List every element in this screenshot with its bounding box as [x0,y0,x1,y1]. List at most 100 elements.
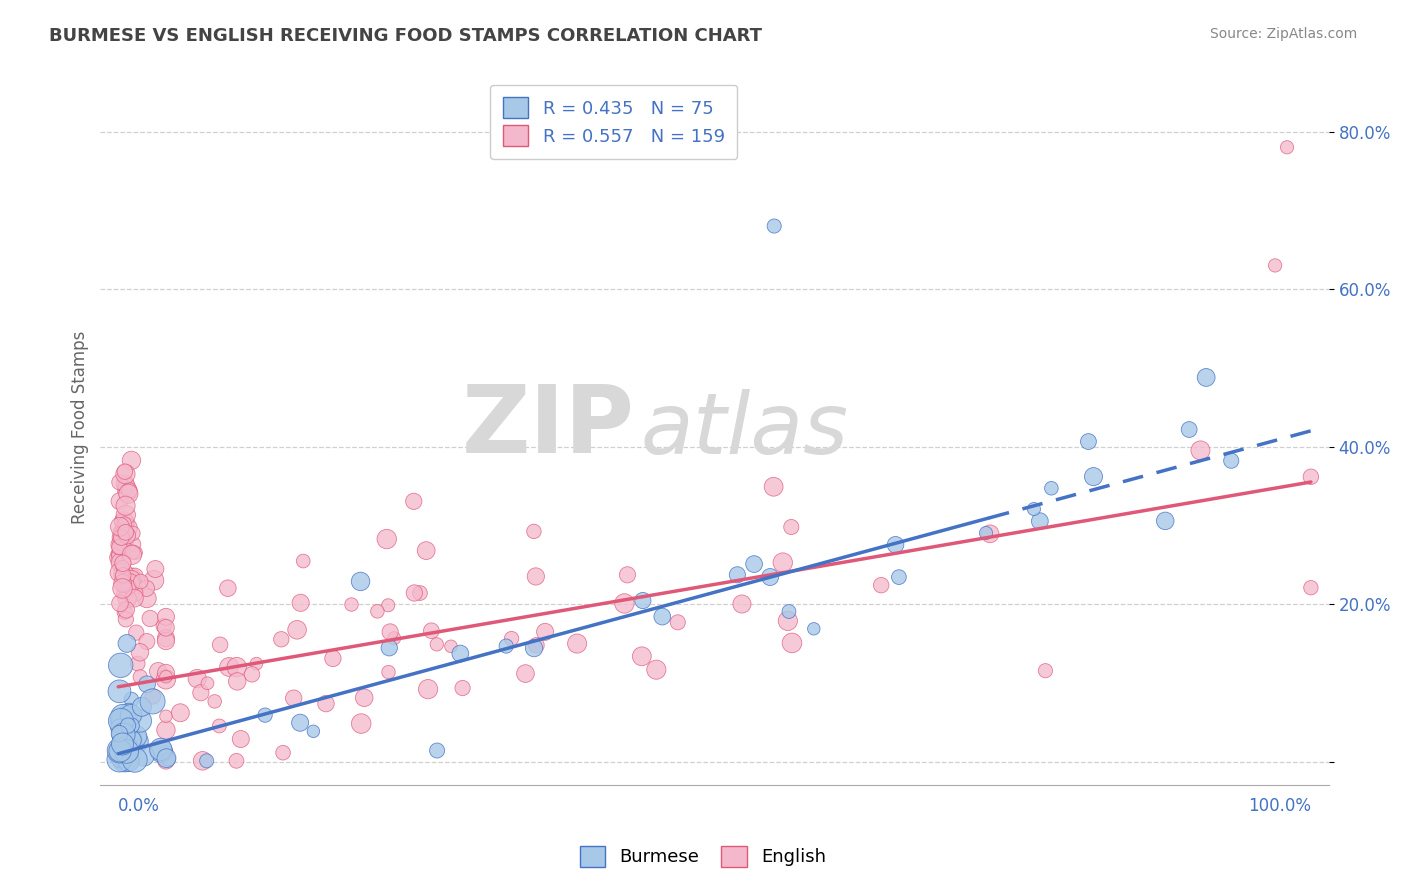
Point [125,625,148,640]
Point [1154,514,1177,528]
Point [117,754,139,768]
Point [884,538,907,552]
Point [285,623,308,637]
Point [124,591,146,606]
Point [288,715,311,730]
Point [426,637,449,651]
Point [416,682,439,697]
Point [1178,423,1201,437]
Point [131,699,153,714]
Point [1029,514,1052,528]
Point [110,658,132,673]
Text: BURMESE VS ENGLISH RECEIVING FOOD STAMPS CORRELATION CHART: BURMESE VS ENGLISH RECEIVING FOOD STAMPS… [49,27,762,45]
Point [616,567,638,582]
Point [132,748,155,763]
Point [302,724,325,739]
Point [118,706,141,720]
Point [1022,502,1045,516]
Point [197,676,219,690]
Point [108,743,131,757]
Point [1220,453,1243,467]
Point [117,487,139,501]
Point [111,523,134,537]
Point [148,664,170,678]
Point [763,219,786,233]
Point [565,636,588,650]
Point [772,556,794,570]
Point [108,541,131,555]
Point [108,547,131,561]
Point [114,577,136,591]
Point [271,746,294,760]
Point [742,557,765,571]
Point [366,604,388,618]
Point [111,570,134,584]
Point [115,636,138,650]
Point [112,526,135,541]
Point [110,744,132,758]
Point [114,467,136,482]
Point [111,753,134,767]
Text: 100.0%: 100.0% [1249,797,1310,815]
Point [190,686,212,700]
Point [651,609,673,624]
Point [762,480,785,494]
Point [114,752,136,766]
Point [155,709,177,723]
Point [283,691,305,706]
Legend: R = 0.435   N = 75, R = 0.557   N = 159: R = 0.435 N = 75, R = 0.557 N = 159 [491,85,737,159]
Point [322,651,344,665]
Point [375,532,398,546]
Point [1264,259,1286,273]
Point [108,744,131,758]
Point [515,666,537,681]
Point [887,570,910,584]
Point [114,605,136,619]
Point [155,746,177,760]
Point [122,537,145,551]
Point [292,554,315,568]
Point [426,743,449,757]
Point [155,670,177,684]
Point [1299,581,1322,595]
Point [111,525,134,540]
Point [217,581,239,595]
Point [121,548,143,562]
Point [112,710,135,724]
Point [254,708,277,723]
Point [124,586,146,600]
Point [353,690,375,705]
Point [124,569,146,583]
Point [218,660,240,674]
Point [613,596,636,610]
Point [204,694,226,708]
Point [150,744,173,758]
Point [780,636,803,650]
Point [110,748,132,763]
Point [631,593,654,607]
Point [143,574,166,588]
Point [382,632,405,646]
Point [114,465,136,479]
Point [115,742,138,756]
Point [115,591,138,606]
Point [1035,664,1057,678]
Point [111,534,134,549]
Point [270,632,292,647]
Point [127,657,149,671]
Point [778,605,800,619]
Point [136,677,159,691]
Point [129,714,152,728]
Point [524,569,547,583]
Point [1083,469,1105,483]
Point [108,566,131,580]
Point [114,508,136,522]
Point [630,649,652,664]
Point [350,716,373,731]
Point [155,621,177,635]
Point [108,550,131,565]
Point [114,477,136,491]
Point [152,619,174,633]
Point [120,573,142,587]
Point [1077,434,1099,449]
